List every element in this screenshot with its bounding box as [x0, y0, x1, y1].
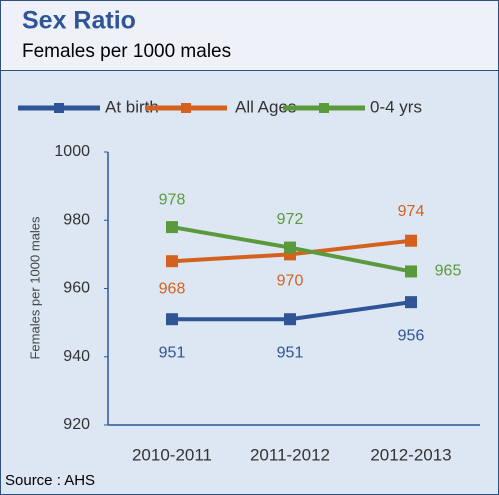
data-label: 968	[159, 280, 186, 297]
point-marker	[405, 296, 417, 309]
data-label: 951	[277, 344, 304, 361]
point-marker	[284, 313, 296, 326]
y-tick-label: 1000	[54, 143, 90, 160]
data-label: 951	[159, 344, 186, 361]
legend-label: 0-4 yrs	[370, 97, 422, 116]
y-tick-label: 920	[63, 416, 90, 433]
point-marker	[166, 255, 178, 268]
header	[0, 0, 499, 71]
data-label: 974	[398, 203, 425, 220]
y-tick-label: 940	[63, 348, 90, 365]
chart-subtitle: Females per 1000 males	[22, 41, 231, 62]
legend-marker	[181, 103, 191, 113]
legend-marker	[319, 103, 329, 113]
x-tick-label: 2011-2012	[250, 445, 330, 464]
chart-title: Sex Ratio	[22, 7, 136, 35]
y-tick-label: 960	[63, 280, 90, 297]
data-label: 956	[398, 327, 425, 344]
point-marker	[166, 221, 178, 234]
data-label: 978	[159, 191, 186, 208]
source: Source : AHS	[5, 472, 95, 489]
legend-label: At birth	[105, 97, 159, 116]
x-tick-label: 2012-2013	[370, 445, 451, 464]
point-marker	[405, 234, 417, 247]
legend-label: All Ages	[235, 97, 296, 116]
x-tick-label: 2010-2011	[132, 445, 212, 464]
data-label: 965	[435, 263, 462, 280]
data-label: 970	[277, 273, 304, 290]
point-marker	[405, 265, 417, 278]
point-marker	[166, 313, 178, 326]
data-label: 972	[277, 211, 304, 228]
point-marker	[284, 241, 296, 254]
y-tick-label: 980	[63, 211, 90, 228]
y-axis-label: Females per 1000 males	[27, 216, 42, 360]
legend-marker	[54, 103, 64, 113]
